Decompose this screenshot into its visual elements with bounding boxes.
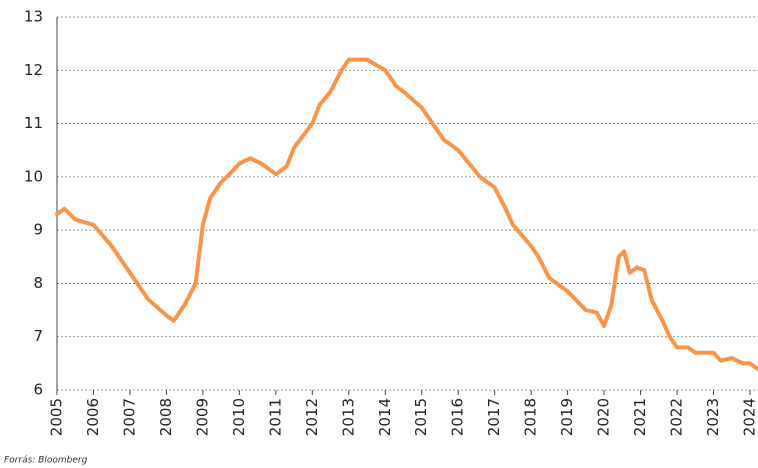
- x-tick-label: 2005: [48, 398, 66, 436]
- x-tick-label: 2006: [84, 398, 102, 436]
- x-tick-label: 2011: [266, 398, 284, 436]
- x-tick-label: 2014: [376, 398, 394, 436]
- x-tick-label: 2019: [558, 398, 576, 436]
- x-tick-label: 2015: [412, 398, 430, 436]
- y-tick-label: 11: [24, 114, 43, 132]
- y-tick-label: 9: [33, 221, 43, 239]
- x-tick-label: 2013: [339, 398, 357, 436]
- x-tick-label: 2010: [230, 398, 248, 436]
- x-tick-label: 2022: [668, 398, 686, 436]
- x-tick-label: 2018: [522, 398, 540, 436]
- y-tick-label: 6: [33, 381, 43, 399]
- x-tick-label: 2012: [303, 398, 321, 436]
- y-tick-label: 7: [33, 327, 43, 345]
- x-tick-label: 2017: [485, 398, 503, 436]
- source-note: Forrás: Bloomberg: [4, 456, 88, 466]
- y-tick-label: 13: [24, 8, 43, 26]
- x-tick-label: 2023: [704, 398, 722, 436]
- x-tick-label: 2009: [193, 398, 211, 436]
- x-tick-label: 2008: [157, 398, 175, 436]
- x-tick-label: 2016: [449, 398, 467, 436]
- x-tick-label: 2024: [740, 398, 758, 436]
- x-tick-label: 2007: [120, 398, 138, 436]
- line-series: [55, 57, 758, 371]
- y-tick-label: 12: [24, 61, 43, 79]
- y-tick-label: 8: [33, 274, 43, 292]
- x-tick-label: 2020: [595, 398, 613, 436]
- x-tick-label: 2021: [631, 398, 649, 436]
- y-tick-label: 10: [24, 167, 43, 185]
